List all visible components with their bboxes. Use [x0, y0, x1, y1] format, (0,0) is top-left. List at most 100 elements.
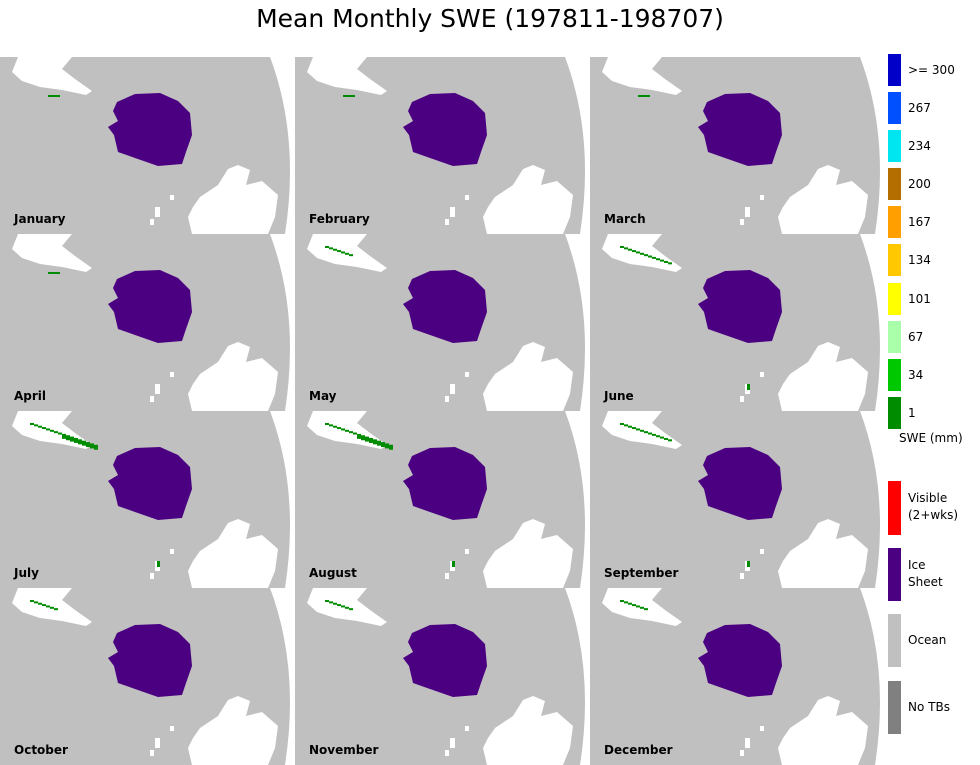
map-canvas — [0, 234, 295, 411]
map-canvas — [590, 588, 885, 765]
legend-label: 34 — [908, 368, 924, 382]
island-2 — [740, 750, 744, 756]
landmass-southeast — [188, 519, 278, 588]
island-0 — [155, 207, 160, 217]
island-2 — [445, 750, 449, 756]
snow-cover — [48, 95, 60, 97]
legend-swatch — [888, 481, 901, 535]
map-panel-march: March — [590, 57, 885, 234]
legend-label: 267 — [908, 101, 931, 115]
island-0 — [155, 738, 160, 748]
island-2 — [150, 396, 154, 402]
legend-swatch — [888, 244, 901, 276]
island-2 — [740, 573, 744, 579]
island-0 — [155, 384, 160, 394]
legend-label: 67 — [908, 330, 924, 344]
island-1 — [465, 195, 469, 200]
month-label: February — [309, 212, 370, 226]
island-0 — [450, 207, 455, 217]
island-2 — [150, 219, 154, 225]
legend-label: 101 — [908, 292, 931, 306]
legend-label: 1 — [908, 406, 916, 420]
legend-label: 134 — [908, 253, 931, 267]
ice-sheet — [698, 93, 782, 166]
month-label: April — [14, 389, 47, 403]
island-1 — [760, 726, 764, 731]
snow-cover — [620, 423, 750, 567]
map-canvas — [0, 411, 295, 588]
landmass-southeast — [188, 165, 278, 234]
landmass-northwest — [12, 57, 92, 95]
island-2 — [740, 219, 744, 225]
legend-swatch — [888, 321, 901, 353]
landmass-northwest — [602, 57, 682, 95]
ice-sheet — [698, 447, 782, 520]
legend-label: 234 — [908, 139, 931, 153]
snow-cover — [30, 423, 160, 567]
ice-sheet — [698, 624, 782, 697]
landmass-southeast — [188, 696, 278, 765]
island-0 — [450, 384, 455, 394]
snow-cover — [48, 272, 60, 274]
ice-sheet — [108, 93, 192, 166]
map-panel-august: August — [295, 411, 590, 588]
legend-swatch — [888, 397, 901, 429]
ice-sheet — [698, 270, 782, 343]
map-panel-january: January — [0, 57, 295, 234]
snow-cover — [343, 95, 355, 97]
legend-label: 167 — [908, 215, 931, 229]
ice-sheet — [108, 447, 192, 520]
map-canvas — [0, 57, 295, 234]
island-2 — [445, 396, 449, 402]
snow-cover — [325, 600, 353, 611]
legend-swatch — [888, 206, 901, 238]
island-2 — [150, 573, 154, 579]
legend-label: Ocean — [908, 633, 947, 647]
map-canvas — [295, 57, 590, 234]
legend-swatch — [888, 681, 901, 734]
map-canvas — [590, 234, 885, 411]
island-2 — [445, 573, 449, 579]
island-2 — [740, 396, 744, 402]
map-canvas — [590, 411, 885, 588]
month-label: August — [309, 566, 357, 580]
map-title: Mean Monthly SWE (197811-198707) — [256, 4, 724, 33]
island-0 — [745, 207, 750, 217]
island-2 — [150, 750, 154, 756]
map-panel-july: July — [0, 411, 295, 588]
ice-sheet — [403, 624, 487, 697]
legend-unit-label: SWE (mm) — [899, 431, 963, 445]
island-1 — [170, 195, 174, 200]
island-1 — [170, 726, 174, 731]
island-1 — [465, 372, 469, 377]
map-panel-september: September — [590, 411, 885, 588]
month-label: December — [604, 743, 673, 757]
month-label: May — [309, 389, 337, 403]
monthly-map-grid: January February March April May June July Augu… — [0, 57, 885, 765]
snow-cover — [325, 246, 353, 257]
legend-swatch — [888, 54, 901, 86]
landmass-southeast — [483, 165, 573, 234]
island-1 — [465, 549, 469, 554]
map-panel-november: November — [295, 588, 590, 765]
snow-cover — [325, 423, 455, 567]
snow-cover — [620, 246, 750, 390]
landmass-southeast — [483, 342, 573, 411]
landmass-northwest — [307, 57, 387, 95]
map-canvas — [295, 411, 590, 588]
legend-label: Ice Sheet — [908, 558, 943, 589]
ice-sheet — [108, 270, 192, 343]
island-1 — [170, 372, 174, 377]
snow-cover — [638, 95, 650, 97]
month-label: March — [604, 212, 646, 226]
map-canvas — [590, 57, 885, 234]
snow-cover — [620, 600, 648, 611]
landmass-southeast — [778, 342, 868, 411]
map-panel-april: April — [0, 234, 295, 411]
legend-label: >= 300 — [908, 63, 955, 77]
map-panel-june: June — [590, 234, 885, 411]
legend-swatch — [888, 614, 901, 667]
island-0 — [450, 738, 455, 748]
month-label: October — [14, 743, 68, 757]
month-label: June — [604, 389, 634, 403]
